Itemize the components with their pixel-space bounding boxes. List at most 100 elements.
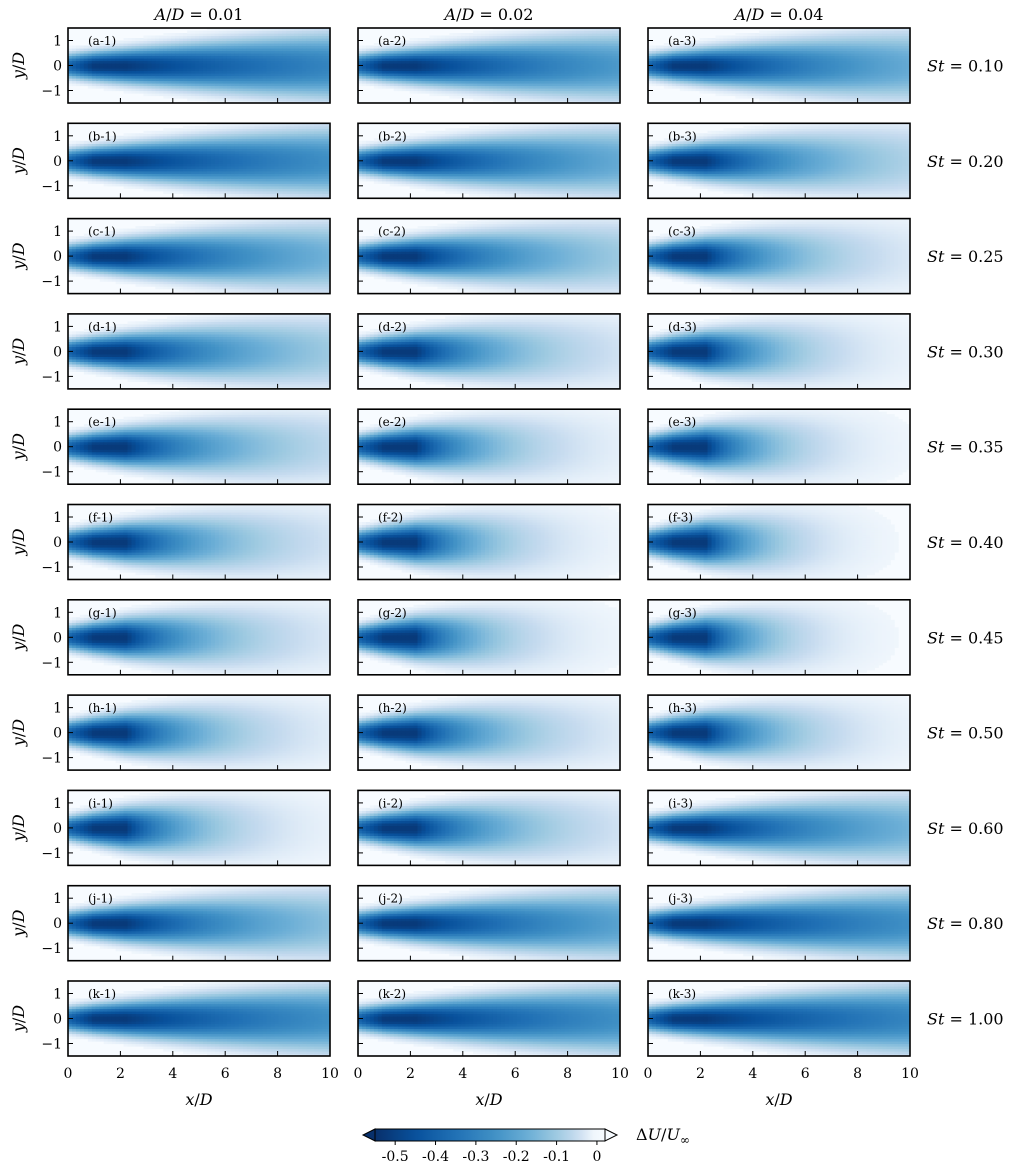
panel-label: (i-1) — [88, 796, 113, 810]
panel-label: (h-2) — [378, 701, 407, 715]
y-tick-label: 0 — [53, 59, 62, 75]
row-label: St = 0.35 — [927, 438, 1004, 457]
wake-field — [648, 218, 910, 294]
panel-label: (j-3) — [668, 892, 693, 906]
colorbar-tick-label: -0.4 — [422, 1149, 449, 1165]
heatmap-panel: (k-2) — [357, 980, 621, 1057]
panel-label: (c-2) — [378, 225, 406, 239]
y-tick-label: −1 — [41, 846, 62, 862]
y-tick-label: −1 — [41, 655, 62, 671]
y-tick-label: −1 — [41, 1037, 62, 1053]
row-label: St = 0.40 — [927, 533, 1004, 552]
x-tick-label: 0 — [354, 1066, 363, 1082]
x-tick-label: 8 — [273, 1066, 282, 1082]
wake-field — [648, 313, 910, 389]
heatmap-panel: (f-3) — [647, 503, 911, 581]
colorbar-tick-label: -0.2 — [503, 1149, 530, 1165]
heatmap-panel: 1 0 −1 (j-1) — [41, 884, 331, 962]
y-axis-label: y/D — [9, 623, 28, 651]
wake-field — [648, 790, 910, 866]
panel-label: (b-1) — [88, 129, 117, 143]
column-headers: A/D = 0.01 A/D = 0.02 A/D = 0.04 — [153, 5, 824, 24]
panel-grid: 1 0 −1 (a-1) (a-2) (a-3) 1 0 −1 (b-1) (b-2) (b-3) 1 0… — [41, 27, 911, 1057]
y-tick-label: −1 — [41, 179, 62, 195]
y-axis-label: y/D — [9, 52, 28, 80]
y-tick-label: −1 — [41, 941, 62, 957]
heatmap-panel: (j-2) — [357, 884, 621, 962]
heatmap-panel: (c-3) — [647, 217, 911, 295]
y-tick-label: −1 — [41, 465, 62, 481]
y-tick-label: 0 — [53, 916, 62, 932]
heatmap-panel: (h-3) — [647, 694, 911, 771]
panel-label: (k-1) — [88, 987, 116, 1001]
heatmap-panel: 1 0 −1 (a-1) — [41, 27, 331, 104]
panel-label: (c-3) — [668, 225, 696, 239]
x-tick-label: 10 — [901, 1066, 919, 1082]
panel-label: (j-1) — [88, 892, 113, 906]
panel-label: (e-1) — [88, 415, 116, 429]
row-label: St = 0.10 — [927, 57, 1004, 76]
y-tick-label: 0 — [53, 726, 62, 742]
y-tick-label: 1 — [53, 701, 62, 717]
axis-labels: y/Dy/Dy/Dy/Dy/Dy/Dy/Dy/Dy/Dy/Dy/D0 2 4 6 8 10… — [9, 52, 919, 1109]
y-tick-label: 0 — [53, 1012, 62, 1028]
row-label: St = 0.20 — [927, 152, 1004, 171]
wake-field — [648, 885, 910, 961]
colorbar-label: ΔU/U∞ — [636, 1125, 690, 1147]
heatmap-panel: (i-2) — [357, 789, 621, 867]
y-tick-label: 0 — [53, 535, 62, 551]
y-tick-label: −1 — [41, 751, 62, 767]
x-axis-label: x/D — [765, 1090, 792, 1109]
wake-field — [68, 123, 330, 199]
heatmap-panel: 1 0 −1 (e-1) — [41, 408, 331, 486]
colorbar-tick-label: -0.5 — [382, 1149, 409, 1165]
wake-field — [68, 790, 330, 866]
panel-label: (f-2) — [378, 511, 403, 525]
panel-label: (h-1) — [88, 701, 117, 715]
y-axis-label: y/D — [9, 909, 28, 937]
heatmap-panel: 1 0 −1 (c-1) — [41, 217, 331, 295]
wake-field — [358, 123, 620, 199]
y-tick-label: 0 — [53, 344, 62, 360]
y-tick-label: 1 — [53, 605, 62, 621]
panel-label: (a-1) — [88, 34, 116, 48]
wake-field — [358, 981, 620, 1056]
wake-field — [648, 123, 910, 199]
x-tick-label: 8 — [563, 1066, 572, 1082]
colorbar-frame — [374, 1128, 606, 1142]
y-tick-label: −1 — [41, 369, 62, 385]
wake-field — [68, 409, 330, 485]
wake-field — [648, 28, 910, 103]
x-tick-label: 2 — [696, 1066, 705, 1082]
wake-field — [648, 981, 910, 1056]
panel-label: (e-3) — [668, 415, 696, 429]
column-header: A/D = 0.04 — [733, 5, 824, 24]
panel-label: (h-3) — [668, 701, 697, 715]
wake-field — [68, 218, 330, 294]
panel-label: (d-2) — [378, 320, 407, 334]
heatmap-panel: (a-2) — [357, 27, 621, 104]
heatmap-panel: (b-2) — [357, 122, 621, 200]
y-tick-label: −1 — [41, 84, 62, 100]
wake-field — [648, 599, 899, 675]
heatmap-panel: (c-2) — [357, 217, 621, 295]
y-tick-label: 1 — [53, 796, 62, 812]
row-label: St = 0.45 — [927, 628, 1004, 647]
wake-field — [358, 218, 620, 294]
y-axis-label: y/D — [9, 433, 28, 461]
panel-label: (c-1) — [88, 225, 116, 239]
y-axis-label: y/D — [9, 528, 28, 556]
heatmap-panel: (j-3) — [647, 884, 911, 962]
wake-field — [68, 504, 330, 580]
x-tick-label: 4 — [458, 1066, 467, 1082]
column-value: 0.04 — [788, 5, 824, 24]
y-tick-label: 1 — [53, 319, 62, 335]
heatmap-panel: 1 0 −1 (d-1) — [41, 313, 331, 390]
x-tick-label: 0 — [64, 1066, 73, 1082]
heatmap-panel: 1 0 −1 (i-1) — [41, 789, 331, 867]
panel-label: (k-3) — [668, 987, 696, 1001]
heatmap-panel: (i-3) — [647, 789, 911, 867]
wake-field — [648, 695, 910, 771]
heatmap-panel: 1 0 −1 (h-1) — [41, 694, 331, 771]
colorbar-tick-label: -0.3 — [462, 1149, 489, 1165]
